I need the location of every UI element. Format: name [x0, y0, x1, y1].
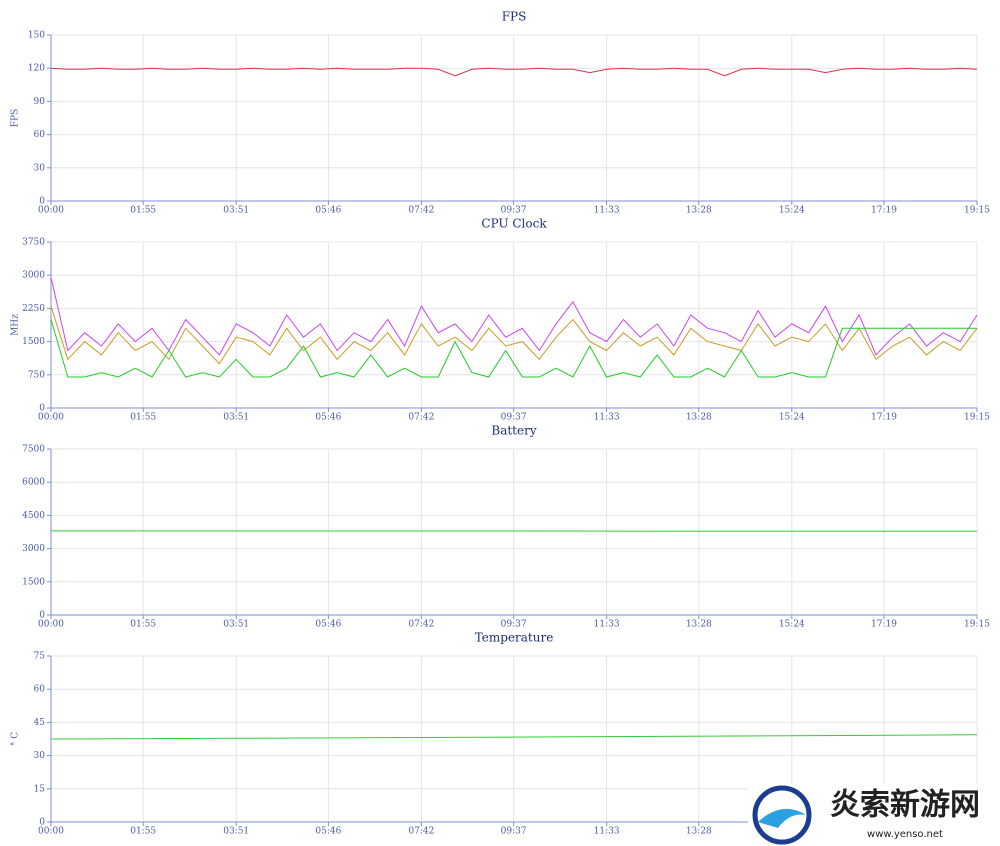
- watermark-logo: [752, 785, 812, 845]
- y-tick-label: 30: [34, 163, 46, 173]
- x-tick-label: 17:19: [871, 413, 897, 423]
- chart-title: Battery: [491, 424, 536, 438]
- x-tick-label: 01:55: [130, 620, 156, 630]
- x-tick-label: 03:51: [223, 827, 249, 837]
- y-tick-label: 45: [34, 718, 46, 728]
- y-tick-label: 15: [34, 784, 46, 794]
- y-tick-label: 3000: [22, 544, 45, 554]
- x-tick-label: 19:15: [964, 413, 990, 423]
- x-tick-label: 07:42: [408, 206, 434, 216]
- x-tick-label: 05:46: [315, 206, 341, 216]
- chart-title: Temperature: [475, 631, 554, 645]
- y-tick-label: 60: [34, 685, 46, 695]
- y-tick-label: 60: [34, 130, 46, 140]
- y-tick-label: 6000: [22, 478, 45, 488]
- x-tick-label: 09:37: [501, 620, 527, 630]
- y-tick-label: 0: [39, 611, 45, 621]
- series-line: [50, 67, 978, 77]
- x-tick-label: 07:42: [408, 620, 434, 630]
- y-axis-label: ° C: [11, 732, 21, 746]
- watermark-url: www.yenso.net: [867, 829, 943, 840]
- x-tick-label: 03:51: [223, 413, 249, 423]
- series-line: [50, 319, 977, 378]
- x-tick-label: 15:24: [779, 413, 805, 423]
- x-tick-label: 03:51: [223, 620, 249, 630]
- x-tick-label: 17:19: [871, 620, 897, 630]
- y-tick-label: 120: [28, 64, 45, 74]
- x-tick-label: 13:28: [686, 620, 712, 630]
- x-tick-label: 00:00: [38, 413, 64, 423]
- x-tick-label: 13:28: [686, 206, 712, 216]
- y-tick-label: 3000: [22, 271, 45, 281]
- x-tick-label: 01:55: [130, 206, 156, 216]
- y-tick-label: 0: [39, 404, 45, 414]
- x-tick-label: 17:19: [871, 206, 897, 216]
- x-tick-label: 11:33: [594, 620, 620, 630]
- x-tick-label: 05:46: [315, 413, 341, 423]
- series-line: [50, 734, 978, 740]
- x-tick-label: 01:55: [130, 827, 156, 837]
- x-tick-label: 07:42: [408, 827, 434, 837]
- x-tick-label: 05:46: [315, 620, 341, 630]
- x-tick-label: 13:28: [686, 413, 712, 423]
- watermark-logo-wave: [758, 808, 806, 828]
- y-tick-label: 750: [28, 370, 45, 380]
- series-line: [50, 277, 978, 356]
- x-tick-label: 03:51: [223, 206, 249, 216]
- y-tick-label: 30: [34, 751, 46, 761]
- x-tick-label: 09:37: [501, 206, 527, 216]
- y-axis-label: FPS: [11, 109, 21, 127]
- y-tick-label: 1500: [22, 337, 45, 347]
- x-tick-label: 00:00: [38, 827, 64, 837]
- x-tick-label: 15:24: [779, 206, 805, 216]
- y-tick-label: 7500: [22, 445, 45, 455]
- x-tick-label: 19:15: [964, 206, 990, 216]
- x-tick-label: 01:55: [130, 413, 156, 423]
- x-tick-label: 09:37: [501, 827, 527, 837]
- x-tick-label: 07:42: [408, 413, 434, 423]
- chart-title: CPU Clock: [481, 217, 547, 231]
- chart-title: FPS: [502, 10, 527, 24]
- x-tick-label: 13:28: [686, 827, 712, 837]
- y-tick-label: 1500: [22, 577, 45, 587]
- watermark: 炎索新游网 www.yenso.net: [748, 784, 1000, 846]
- y-axis-label: MHz: [11, 314, 21, 336]
- y-tick-label: 2250: [22, 304, 45, 314]
- y-tick-label: 90: [34, 97, 46, 107]
- x-tick-label: 15:24: [779, 620, 805, 630]
- x-tick-label: 11:33: [594, 413, 620, 423]
- y-tick-label: 0: [39, 818, 45, 828]
- watermark-title: 炎索新游网: [830, 788, 980, 823]
- x-tick-label: 11:33: [594, 827, 620, 837]
- y-tick-label: 4500: [22, 511, 45, 521]
- x-tick-label: 00:00: [38, 620, 64, 630]
- x-tick-label: 09:37: [501, 413, 527, 423]
- y-tick-label: 150: [28, 31, 45, 41]
- x-tick-label: 19:15: [964, 620, 990, 630]
- y-tick-label: 3750: [22, 238, 45, 248]
- x-tick-label: 05:46: [315, 827, 341, 837]
- x-tick-label: 11:33: [594, 206, 620, 216]
- y-tick-label: 0: [39, 197, 45, 207]
- x-tick-label: 00:00: [38, 206, 64, 216]
- series-line: [50, 306, 978, 365]
- y-tick-label: 75: [34, 652, 46, 662]
